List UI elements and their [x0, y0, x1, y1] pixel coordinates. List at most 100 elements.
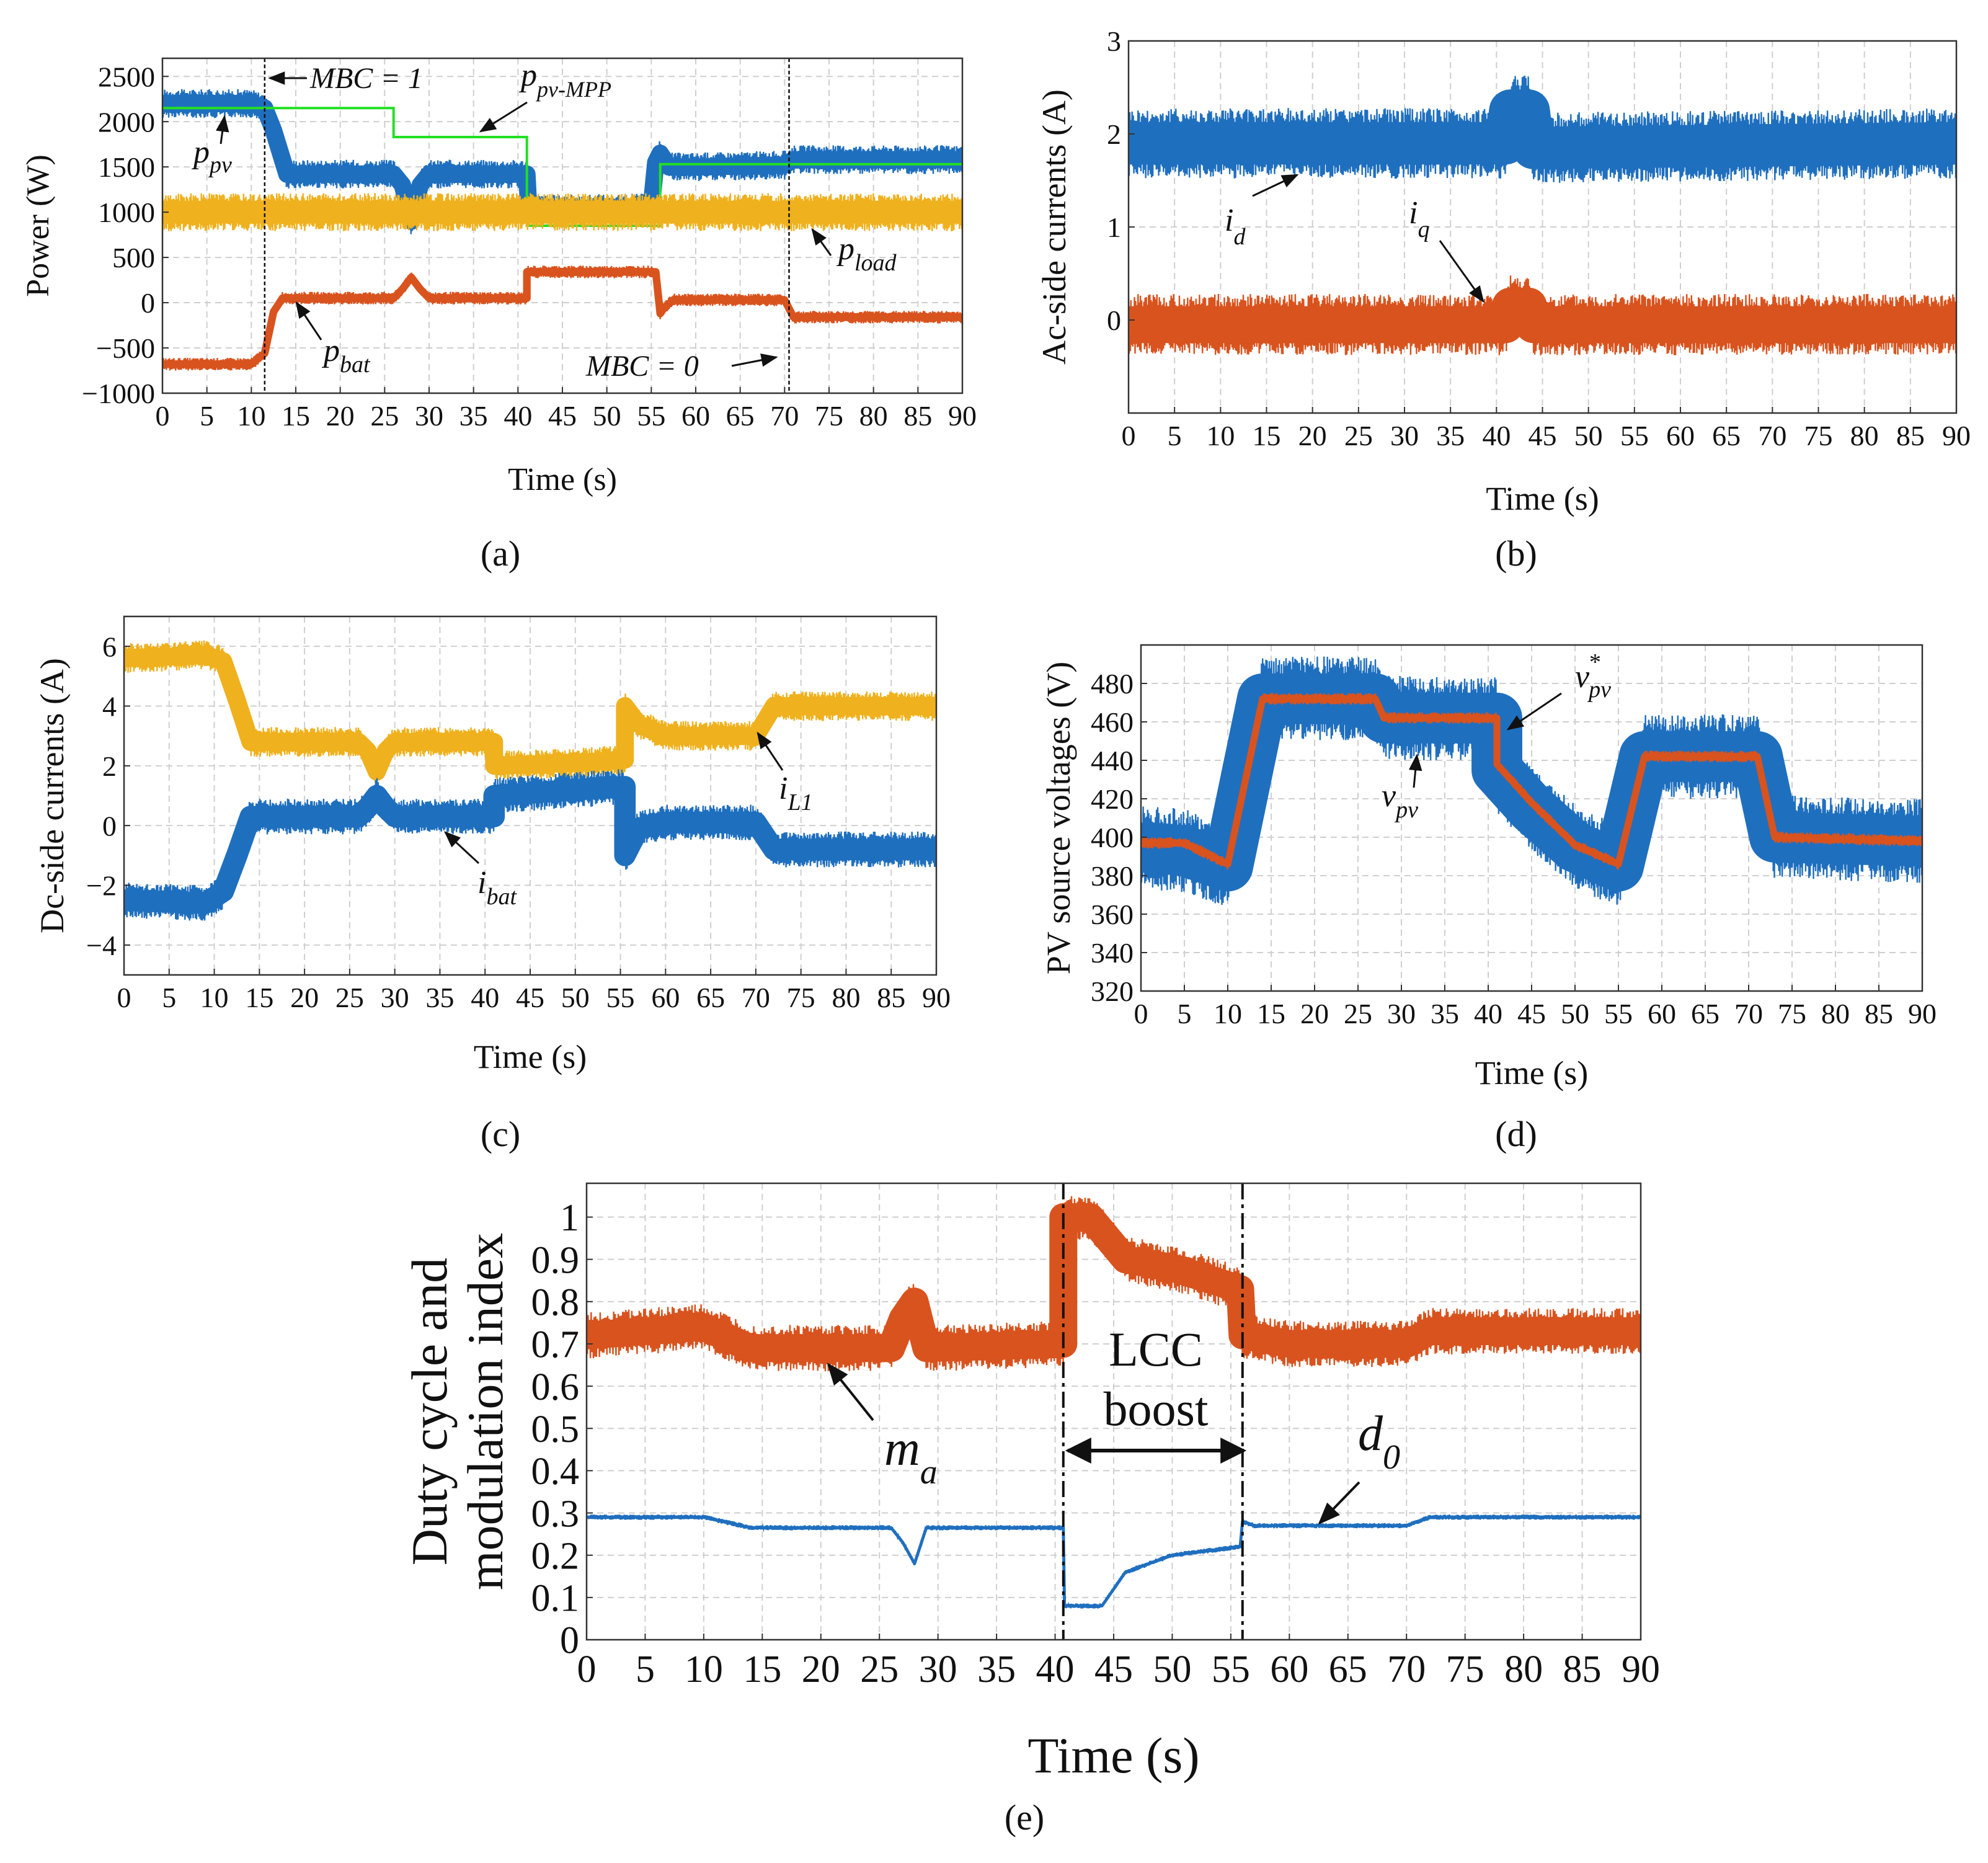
x-tick-label: 45 — [516, 982, 544, 1013]
panel-e: 0 5 10 15 20 25 30 35 40 45 50 55 60 65 70 75 80 85 9000.1… — [401, 1182, 1660, 1838]
x-tick-label: 90 — [948, 400, 977, 432]
x-tick-label: 25 — [860, 1648, 899, 1691]
x-tick-label: 20 — [802, 1648, 840, 1691]
x-tick-label: 55 — [1212, 1648, 1250, 1691]
y-axis-title: Duty cycle andmodulation index — [401, 1233, 513, 1590]
x-tick-label: 25 — [370, 400, 399, 432]
x-tick-label: 30 — [1387, 998, 1416, 1029]
annotation-id: id — [1225, 174, 1299, 250]
annotation-pbat: pbat — [295, 301, 371, 378]
x-tick-label: 80 — [832, 982, 860, 1013]
annotation-vpv-star: v* pv — [1506, 649, 1611, 731]
x-tick-label: 20 — [290, 982, 319, 1013]
annotation-mbc0: MBC = 0 — [585, 350, 778, 383]
x-tick-label: 60 — [651, 982, 680, 1013]
x-tick-label: 0 — [156, 400, 170, 432]
y-tick-label: 2000 — [98, 106, 155, 138]
y-tick-label: −2 — [86, 870, 117, 902]
y-tick-label: 0.5 — [531, 1408, 580, 1451]
x-tick-label: 90 — [1622, 1648, 1660, 1691]
panel-e-caption: (e) — [1005, 1797, 1044, 1838]
x-tick-label: 40 — [471, 982, 499, 1013]
series-i_L1-core — [124, 646, 936, 781]
x-tick-label: 35 — [459, 400, 488, 432]
annotation-d0: d0 — [1318, 1407, 1400, 1525]
ma-label: ma — [884, 1421, 938, 1492]
x-tick-label: 60 — [1666, 420, 1695, 451]
x-tick-label: 70 — [1734, 998, 1763, 1029]
y-tick-label: 1 — [560, 1197, 579, 1239]
boost-label: boost — [1103, 1382, 1208, 1436]
panel-a-caption: (a) — [481, 533, 520, 574]
panel-b-plot-area: 0 5 10 15 20 25 30 35 40 45 50 55 60 65 70 75 80 85 90 0 1 2 3… — [1036, 25, 1971, 517]
x-tick-label: 75 — [815, 400, 843, 432]
y-tick-label: 2 — [1107, 118, 1121, 150]
y-tick-label: 0.6 — [531, 1366, 580, 1408]
x-tick-label: 65 — [1329, 1648, 1367, 1691]
x-tick-label: 60 — [1270, 1648, 1308, 1691]
lcc-label: LCC — [1109, 1322, 1203, 1376]
x-tick-label: 45 — [1517, 998, 1546, 1029]
pbat-label: pbat — [321, 333, 371, 378]
x-tick-label: 25 — [1344, 998, 1372, 1029]
x-tick-label: 10 — [1214, 998, 1242, 1029]
y-tick-label: 0 — [1107, 305, 1121, 336]
y-tick-label: 1 — [1107, 211, 1121, 243]
x-tick-label: 15 — [282, 400, 310, 432]
y-tick-label: −4 — [86, 930, 117, 961]
y-axis-title: Power (W) — [20, 154, 56, 297]
x-tick-label: 35 — [1436, 420, 1465, 451]
series-group — [1141, 656, 1922, 905]
x-axis-title: Time (s) — [474, 1038, 587, 1075]
y-axis-title: Ac-side currents (A) — [1036, 89, 1073, 365]
annotation-ppv: ppv — [191, 115, 232, 178]
x-tick-label: 40 — [504, 400, 532, 432]
id-label: id — [1225, 203, 1246, 250]
panel-e-plot-area: 0 5 10 15 20 25 30 35 40 45 50 55 60 65 70 75 80 85 9000.1… — [401, 1182, 1660, 1784]
series-v_pv*-core — [1141, 695, 1922, 868]
iq-label: iq — [1409, 195, 1429, 242]
series-d_0-core — [587, 1515, 1641, 1607]
x-tick-label: 70 — [742, 982, 770, 1013]
y-tick-label: 360 — [1091, 899, 1134, 930]
annotation-il1: iL1 — [757, 731, 813, 816]
y-tick-label: 460 — [1091, 706, 1134, 738]
x-tick-label: 85 — [1563, 1648, 1602, 1691]
ppv-mpp-label: ppv-MPP — [518, 58, 611, 102]
x-tick-label: 0 — [117, 982, 131, 1013]
annotation-iq: iq — [1409, 195, 1484, 303]
x-tick-label: 65 — [726, 400, 755, 432]
x-tick-label: 50 — [1153, 1648, 1191, 1691]
x-tick-label: 60 — [681, 400, 710, 432]
x-tick-label: 75 — [1804, 420, 1833, 451]
x-tick-label: 45 — [548, 400, 577, 432]
annotation-ibat: ibat — [444, 831, 517, 910]
y-axis-title: Dc-side currents (A) — [33, 658, 71, 933]
x-tick-label: 60 — [1648, 998, 1676, 1029]
y-tick-label: 4 — [102, 691, 117, 723]
annotation-ma: ma — [827, 1363, 938, 1492]
x-axis-title: Time (s) — [1027, 1727, 1199, 1784]
x-tick-label: 80 — [1821, 998, 1850, 1029]
x-tick-label: 35 — [1431, 998, 1459, 1029]
y-tick-label: 0.3 — [531, 1493, 580, 1535]
series-group — [124, 640, 936, 921]
panel-b: 0 5 10 15 20 25 30 35 40 45 50 55 60 65 70 75 80 85 90 0 1 2 3… — [1036, 25, 1971, 574]
x-tick-label: 20 — [1300, 998, 1329, 1029]
panel-c-plot-area: 0 5 10 15 20 25 30 35 40 45 50 55 60 65 70 75 80 85 90−4−2… — [33, 615, 951, 1075]
x-tick-label: 25 — [335, 982, 364, 1013]
y-tick-label: 0 — [560, 1620, 579, 1662]
y-tick-label: 400 — [1091, 822, 1134, 853]
x-tick-label: 30 — [415, 400, 443, 432]
x-tick-label: 70 — [1387, 1648, 1426, 1691]
x-tick-label: 10 — [200, 982, 229, 1013]
annotation-pload: pload — [811, 228, 897, 276]
y-tick-label: 380 — [1091, 860, 1134, 892]
x-tick-label: 50 — [1574, 420, 1603, 451]
vpv-label: vpv — [1382, 778, 1418, 823]
x-tick-label: 80 — [859, 400, 888, 432]
y-tick-label: 320 — [1091, 976, 1134, 1007]
x-tick-label: 90 — [922, 982, 951, 1013]
x-tick-label: 35 — [977, 1648, 1016, 1691]
